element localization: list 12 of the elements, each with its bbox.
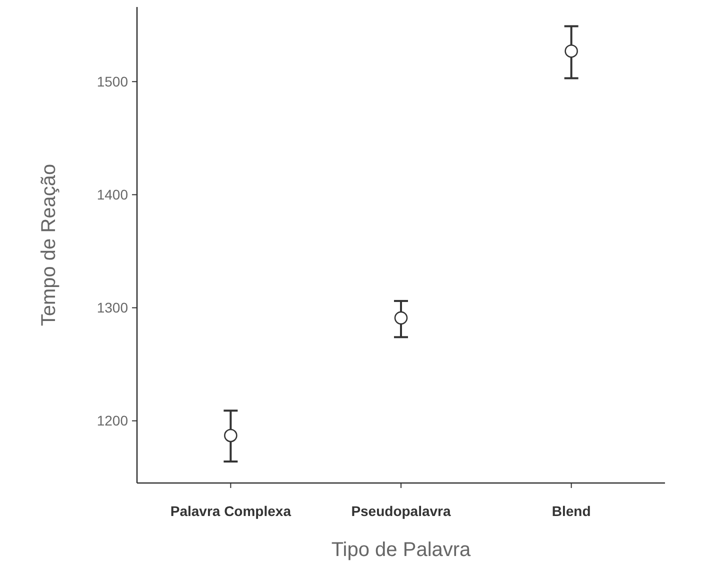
y-tick-label: 1300: [96, 300, 128, 316]
point: [394, 311, 408, 325]
x-tick-label: Blend: [552, 503, 591, 519]
y-tick-label: 1400: [96, 186, 128, 203]
point: [224, 428, 238, 442]
y-tick-label: 1200: [96, 412, 128, 429]
y-tick-label: 1500: [96, 74, 128, 90]
x-tick-label: Palavra Complexa: [170, 503, 292, 519]
y-axis-title: Tempo de Reação: [38, 164, 60, 326]
point: [564, 44, 578, 58]
x-axis-title: Tipo de Palavra: [331, 539, 472, 561]
x-tick-label: Pseudopalavra: [351, 503, 452, 519]
